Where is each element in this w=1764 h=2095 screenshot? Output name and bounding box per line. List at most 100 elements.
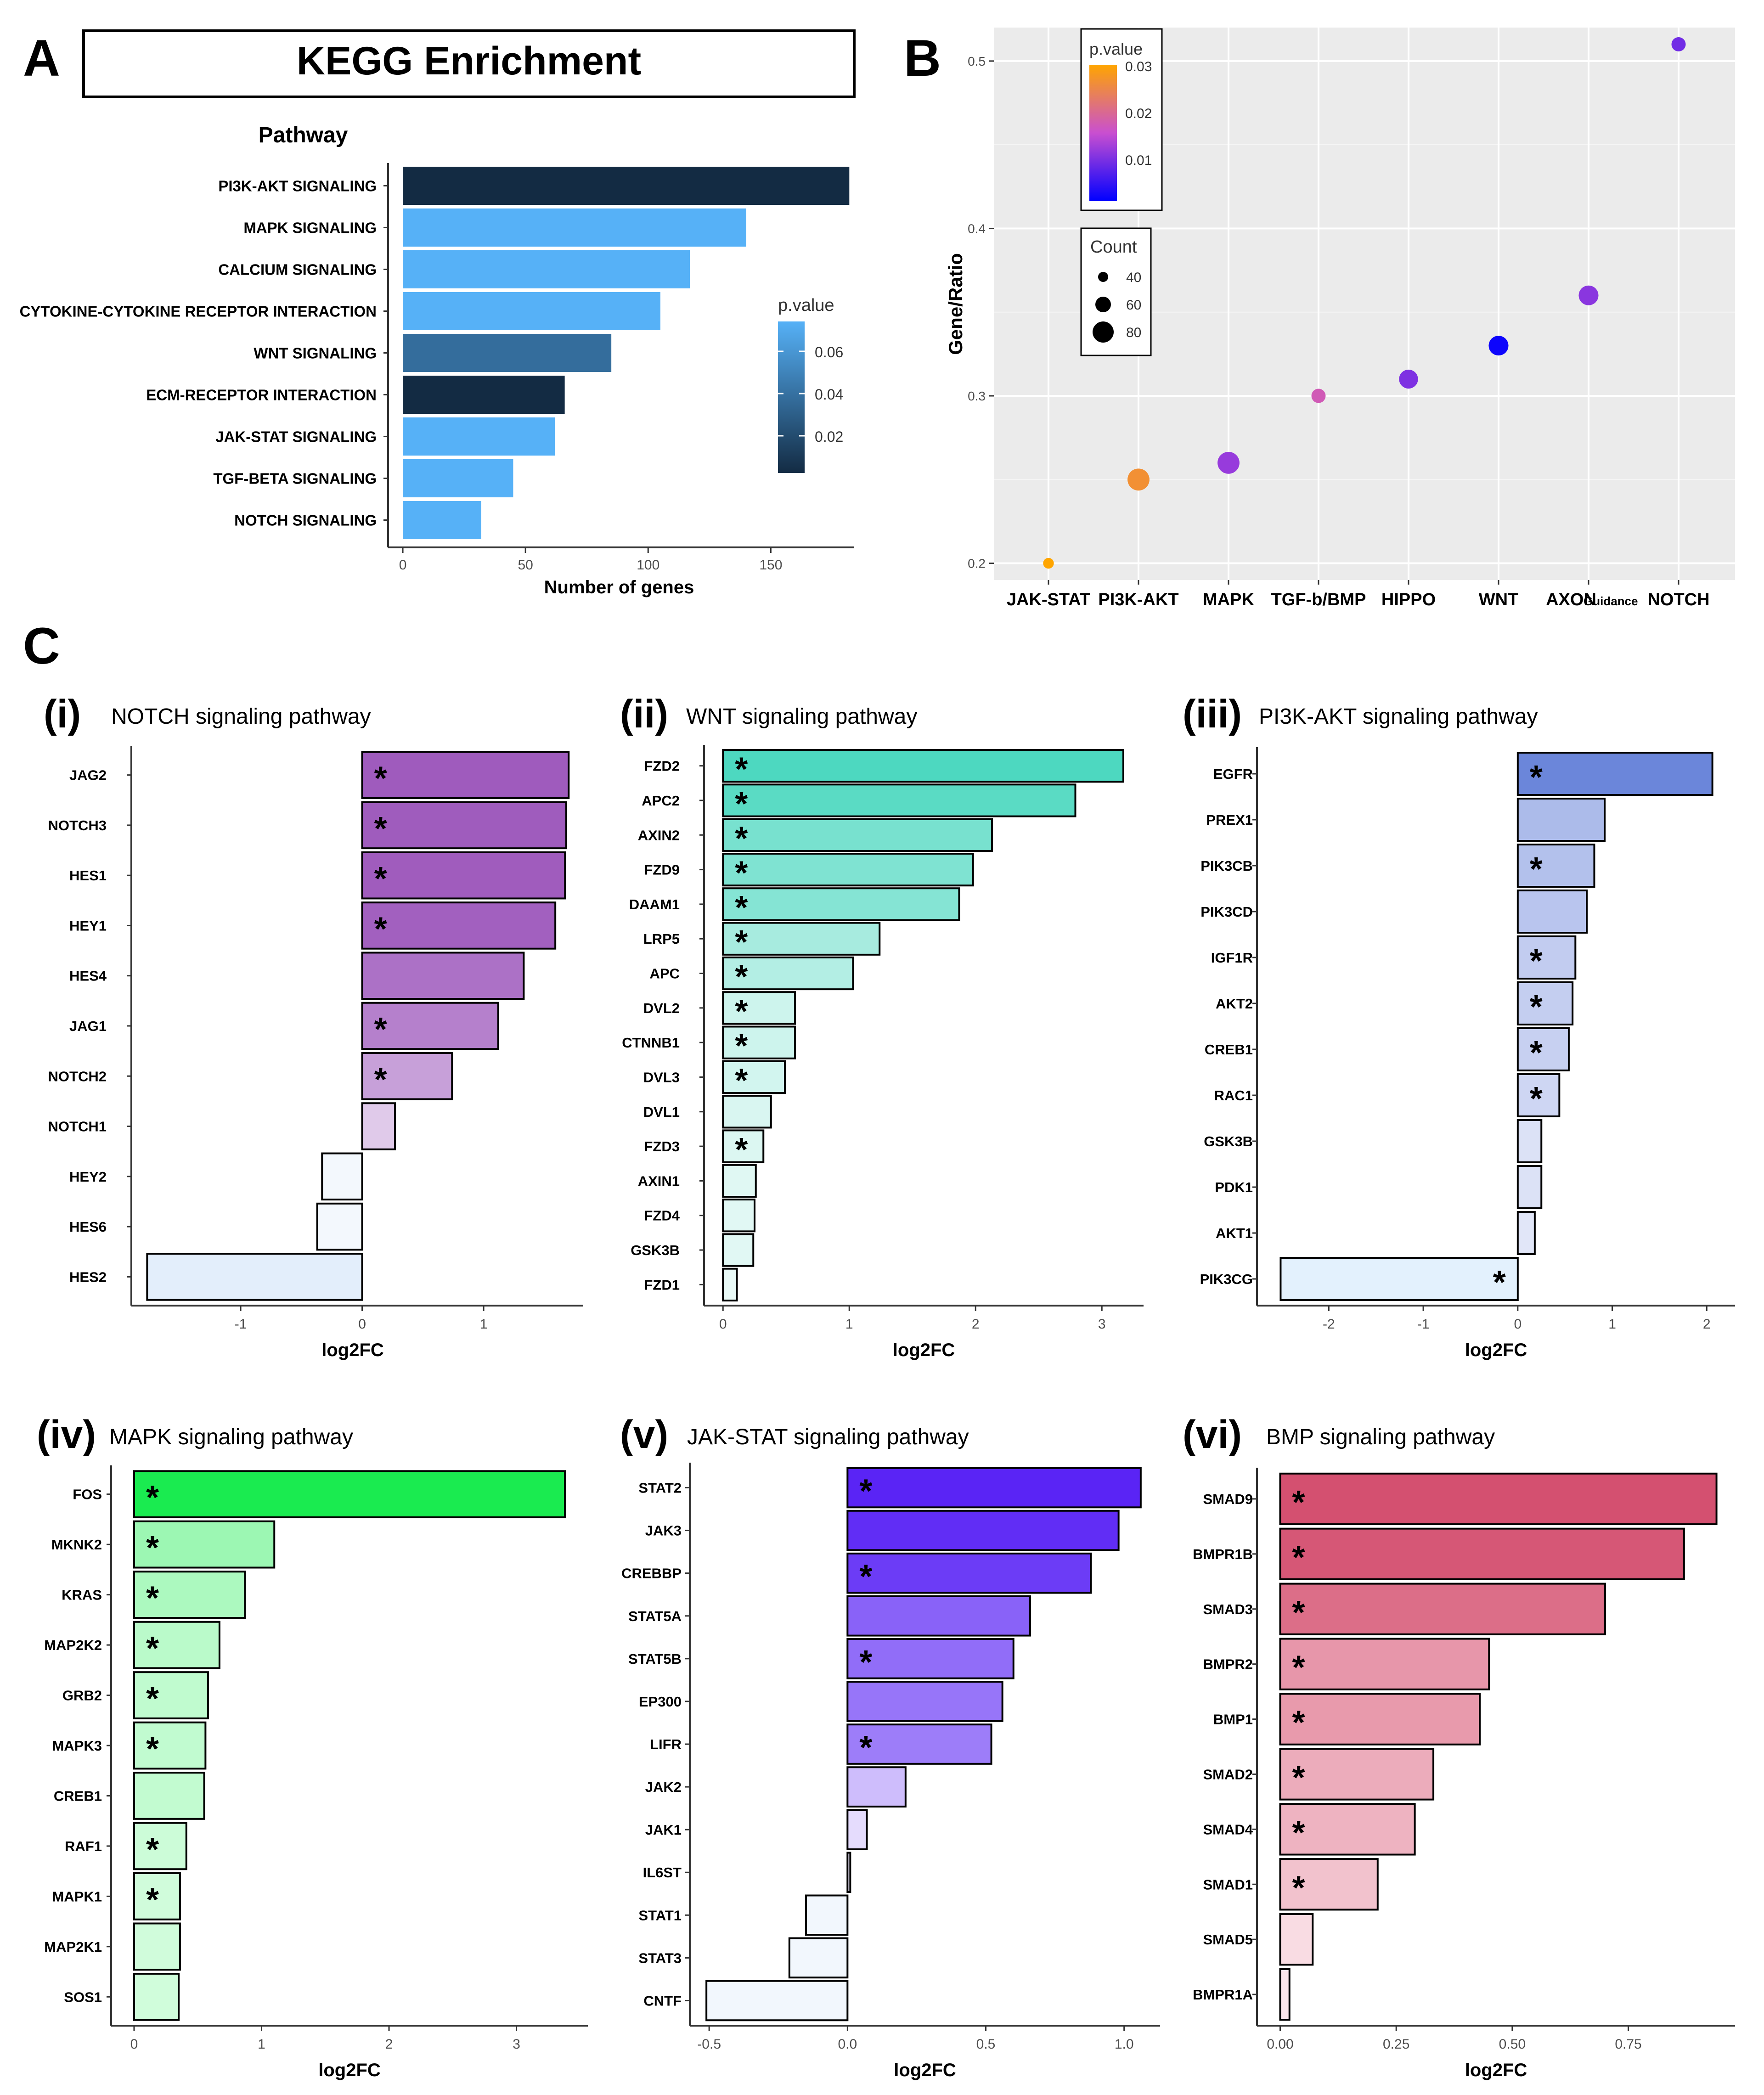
- panel-b-x-category-label: HIPPO: [1381, 590, 1436, 609]
- panel-b-legend-count-title: Count: [1090, 237, 1137, 257]
- panel-c-significance-star: *: [1292, 1650, 1305, 1686]
- panel-c-gene-label: IL6ST: [643, 1864, 682, 1881]
- panel-c-significance-star: *: [1292, 1814, 1305, 1851]
- panel-c-x-tick-label: -2: [1323, 1317, 1335, 1332]
- panel-c-gene-label: SOS1: [64, 1989, 102, 2005]
- panel-c-bar: [846, 1595, 1031, 1637]
- panel-a-bars: [403, 167, 850, 539]
- panel-c-significance-star: *: [1292, 1705, 1305, 1741]
- panel-c-gene-label: MAPK1: [52, 1888, 102, 1904]
- panel-c-gene-label: STAT2: [638, 1480, 682, 1496]
- panel-c-x-tick-label: 0: [130, 2037, 138, 2052]
- panel-c-significance-star: *: [1292, 1594, 1305, 1631]
- panel-a-title: KEGG Enrichment: [297, 39, 641, 83]
- panel-c-significance-star: *: [735, 959, 748, 996]
- panel-c-gene-label: PIK3CB: [1200, 858, 1253, 874]
- panel-b-point: [1488, 336, 1509, 356]
- panel-a-category-label: PI3K-AKT SIGNALING: [218, 178, 377, 195]
- panel-c-gene-label: GSK3B: [1204, 1133, 1253, 1149]
- panel-b-point: [1311, 389, 1326, 403]
- panel-c-gene-label: MAP2K1: [44, 1939, 102, 1955]
- panel-c-x-tick-label: 3: [1098, 1317, 1106, 1332]
- panel-b-letter: B: [904, 29, 941, 87]
- panel-c-bar: [316, 1202, 363, 1251]
- panel-c-bar: [133, 1822, 187, 1870]
- panel-c-gene-label: HES2: [69, 1269, 107, 1285]
- panel-b-legend-count-dot-small: [1098, 272, 1108, 282]
- panel-c-subchart: (iii) PI3K-AKT signaling pathway EGFR * PREX…: [1183, 692, 1735, 1360]
- panel-c-significance-star: *: [735, 890, 748, 926]
- panel-c-gene-label: LIFR: [650, 1736, 682, 1752]
- panel-c-gene-label: SMAD3: [1203, 1601, 1253, 1617]
- panel-a-letter: A: [23, 29, 60, 87]
- panel-b-legend-count-dot-medium: [1095, 297, 1111, 312]
- panel-c-significance-star: *: [859, 1644, 872, 1681]
- panel-c-gene-label: STAT5A: [628, 1608, 682, 1624]
- panel-c-gene-label: IGF1R: [1211, 950, 1253, 966]
- panel-c-significance-star: *: [146, 1480, 159, 1516]
- panel-a-category-label: TGF-BETA SIGNALING: [213, 470, 377, 487]
- panel-c-significance-star: *: [374, 1061, 387, 1098]
- panel-a-x-tick-label: 150: [759, 558, 782, 573]
- panel-c-bar: [1516, 1165, 1543, 1209]
- panel-c-x-tick-label: 0.00: [1267, 2037, 1293, 2052]
- panel-a-category-labels: PI3K-AKT SIGNALING MAPK SIGNALING CALCIUM …: [20, 178, 388, 529]
- panel-c-gene-label: AXIN2: [638, 827, 680, 843]
- panel-c-x-tick-label: 1: [258, 2037, 265, 2052]
- panel-a-legend-colorbar: [778, 321, 805, 473]
- panel-c-bar: [788, 1937, 849, 1979]
- panel-c-bar: [361, 1002, 499, 1050]
- panel-a-bar: [403, 292, 660, 330]
- panel-b-legend-pvalue-tick: 0.03: [1125, 59, 1152, 74]
- panel-c-bar: [846, 1638, 1014, 1679]
- panel-c-gene-label: CREB1: [1205, 1042, 1253, 1058]
- panel-c-x-tick-label: 3: [513, 2037, 520, 2052]
- panel-b-y-tick-label: 0.4: [968, 221, 986, 236]
- panel-c-gene-label: GRB2: [62, 1688, 102, 1704]
- panel-a-category-label: ECM-RECEPTOR INTERACTION: [146, 387, 377, 404]
- panel-c-xlabel: log2FC: [1465, 1340, 1527, 1360]
- panel-c-gene-label: JAK3: [645, 1523, 682, 1539]
- panel-c-bar: [1516, 981, 1574, 1025]
- panel-c-significance-star: *: [374, 811, 387, 847]
- panel-a-bar: [403, 334, 612, 372]
- panel-c-significance-star: *: [735, 751, 748, 788]
- panel-b-x-category-label: TGF-b/BMP: [1271, 590, 1366, 609]
- panel-c-gene-label: PREX1: [1206, 812, 1253, 828]
- panel-a-x-tick-label: 50: [518, 558, 533, 573]
- panel-c-letter: C: [23, 617, 60, 675]
- panel-c-xlabel: log2FC: [894, 2060, 956, 2080]
- panel-c-significance-star: *: [859, 1559, 872, 1595]
- panel-c-significance-star: *: [735, 993, 748, 1030]
- panel-c-gene-label: CREB1: [54, 1788, 102, 1804]
- panel-c-bar: [1279, 1803, 1416, 1856]
- panel-c-gene-label: PIK3CG: [1200, 1271, 1253, 1287]
- panel-c-significance-star: *: [859, 1473, 872, 1510]
- panel-b-x-category-label: MAPK: [1203, 590, 1254, 609]
- panel-c-significance-star: *: [1530, 1081, 1543, 1117]
- panel-c-bar: [361, 851, 566, 900]
- panel-a-bar: [403, 376, 565, 414]
- panel-c-gene-label: SMAD1: [1203, 1876, 1253, 1892]
- panel-c-x-tick-label: 0.25: [1383, 2037, 1409, 2052]
- panel-c-x-tick-label: 1.0: [1115, 2037, 1134, 2052]
- panel-a-bar: [403, 501, 481, 539]
- panel-c-gene-label: CREBBP: [621, 1566, 682, 1582]
- panel-c-significance-star: *: [735, 1028, 748, 1064]
- panel-c-bar: [722, 783, 1076, 817]
- panel-c-bar: [133, 1520, 276, 1569]
- panel-a-bar: [403, 417, 555, 456]
- panel-c-bar: [705, 1980, 849, 2022]
- panel-c-significance-star: *: [374, 911, 387, 947]
- panel-c-significance-star: *: [146, 1681, 159, 1718]
- panel-c-gene-label: NOTCH1: [48, 1119, 107, 1135]
- panel-b-point: [1578, 285, 1599, 305]
- panel-c-gene-label: STAT1: [638, 1907, 682, 1923]
- panel-c-bar: [361, 751, 570, 799]
- panel-a-ylabel: Pathway: [259, 123, 348, 147]
- panel-a-legend-tick: 0.04: [815, 386, 843, 403]
- panel-c-subchart-tag: (v): [620, 1413, 668, 1457]
- panel-c-gene-label: JAG2: [69, 767, 107, 783]
- panel-c-bar: [361, 801, 567, 850]
- panel-a-bar: [403, 208, 746, 247]
